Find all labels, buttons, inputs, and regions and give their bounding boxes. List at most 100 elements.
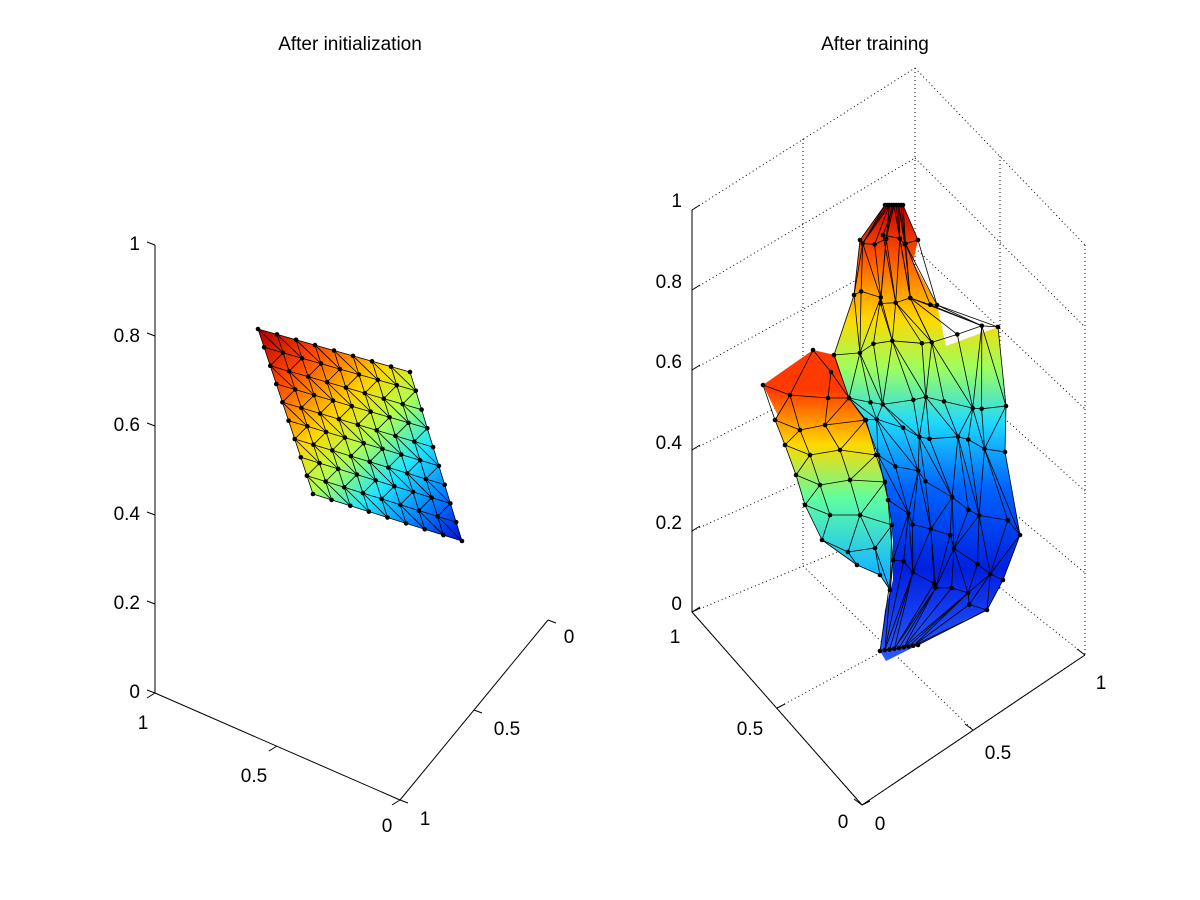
mesh-node: [360, 490, 366, 496]
left-z-tick-1: 1: [129, 234, 140, 255]
mesh-edge: [981, 325, 999, 328]
mesh-edge: [859, 481, 886, 516]
mesh-node: [928, 526, 934, 532]
mesh-edge: [362, 492, 370, 512]
mesh-edge: [967, 563, 978, 594]
mesh-edge: [882, 234, 900, 239]
mesh-edge: [395, 422, 409, 437]
left-y-tick-05: 0.5: [494, 719, 520, 740]
mesh-edge: [351, 405, 371, 413]
mesh-edge: [419, 459, 440, 467]
mesh-edge: [967, 408, 974, 440]
mesh-node: [417, 457, 423, 463]
mesh-node: [911, 397, 916, 403]
mesh-edge: [935, 534, 951, 588]
mesh-edge: [306, 462, 320, 476]
mesh-edge: [809, 454, 821, 486]
mesh-edge: [295, 339, 316, 346]
mesh-edge: [1007, 520, 1021, 536]
left-z-tick-06: 0.6: [114, 415, 140, 436]
mesh-edge: [352, 355, 373, 362]
mesh-node: [782, 442, 788, 448]
mesh-edge: [288, 370, 309, 377]
mesh-node: [910, 569, 916, 575]
tick-mark: [399, 799, 409, 804]
mesh-node: [828, 369, 834, 375]
mesh-edge: [313, 444, 320, 464]
mesh-edge: [425, 478, 451, 504]
mesh-edge: [426, 428, 434, 448]
mesh-edge: [913, 604, 970, 647]
mesh-edge: [269, 365, 296, 390]
left-x-tick-05: 0.5: [241, 766, 267, 787]
mesh-node: [787, 392, 793, 398]
mesh-edge: [1004, 451, 1021, 536]
mesh-node: [356, 372, 362, 377]
mesh-edge: [364, 392, 372, 412]
mesh-node: [453, 519, 459, 525]
tick-mark: [146, 332, 156, 337]
mesh-edge: [325, 481, 332, 501]
mesh-edge: [363, 442, 383, 450]
mesh-edge: [325, 481, 345, 488]
mesh-edge: [931, 342, 974, 409]
mesh-node: [354, 472, 360, 477]
mesh-node: [772, 417, 778, 423]
grid-line: [802, 565, 974, 731]
mesh-node: [901, 645, 907, 650]
mesh-edge: [338, 418, 364, 444]
mesh-edge: [351, 406, 359, 425]
mesh-node: [911, 643, 916, 649]
mesh-edge: [943, 401, 959, 437]
mesh-edge: [357, 424, 377, 431]
mesh-edge: [388, 454, 402, 468]
mesh-edge: [325, 431, 346, 438]
mesh-edge: [929, 436, 959, 440]
mesh-edge: [924, 481, 932, 530]
mesh-edge: [889, 572, 914, 650]
mesh-edge: [898, 587, 937, 649]
panel-after-training: After training: [656, 34, 1107, 835]
tick-mark: [861, 800, 871, 806]
mesh-node: [965, 590, 971, 596]
mesh-edge: [967, 573, 991, 594]
mesh-edge: [891, 340, 927, 398]
mesh-node: [919, 341, 925, 346]
mesh-edge: [388, 467, 408, 474]
mesh-edge: [364, 379, 379, 394]
mesh-node: [827, 512, 833, 518]
right-z-tick-06: 0.6: [656, 352, 682, 373]
mesh-node: [299, 355, 305, 361]
mesh-edge: [455, 522, 463, 542]
mesh-edge: [390, 366, 411, 373]
mesh-edge: [913, 592, 969, 647]
mesh-edge: [344, 437, 352, 457]
mesh-node: [355, 422, 361, 428]
mesh-node: [381, 396, 387, 401]
mesh-edge: [917, 239, 938, 306]
left-surface: [258, 329, 462, 541]
mesh-node: [286, 418, 291, 424]
mesh-edge: [968, 439, 985, 450]
mesh-edge: [326, 381, 334, 401]
mesh-edge: [301, 407, 327, 433]
mesh-edge: [406, 473, 432, 498]
mesh-node: [880, 232, 886, 238]
right-x-tick-1: 1: [670, 627, 681, 648]
mesh-edge: [957, 436, 980, 516]
tick-mark: [1076, 648, 1086, 656]
mesh-node: [929, 340, 935, 345]
mesh-node: [362, 390, 368, 396]
mesh-edge: [389, 416, 409, 424]
mesh-edge: [345, 387, 365, 394]
mesh-edge: [895, 302, 923, 344]
mesh-node: [882, 479, 888, 485]
mesh-edge: [350, 455, 370, 463]
mesh-node: [311, 442, 316, 448]
mesh-edge: [925, 342, 933, 398]
mesh-node: [873, 452, 879, 458]
mesh-edge: [381, 498, 388, 518]
mesh-edge: [887, 499, 909, 514]
mesh-node: [878, 295, 883, 300]
mesh-node: [419, 407, 424, 412]
